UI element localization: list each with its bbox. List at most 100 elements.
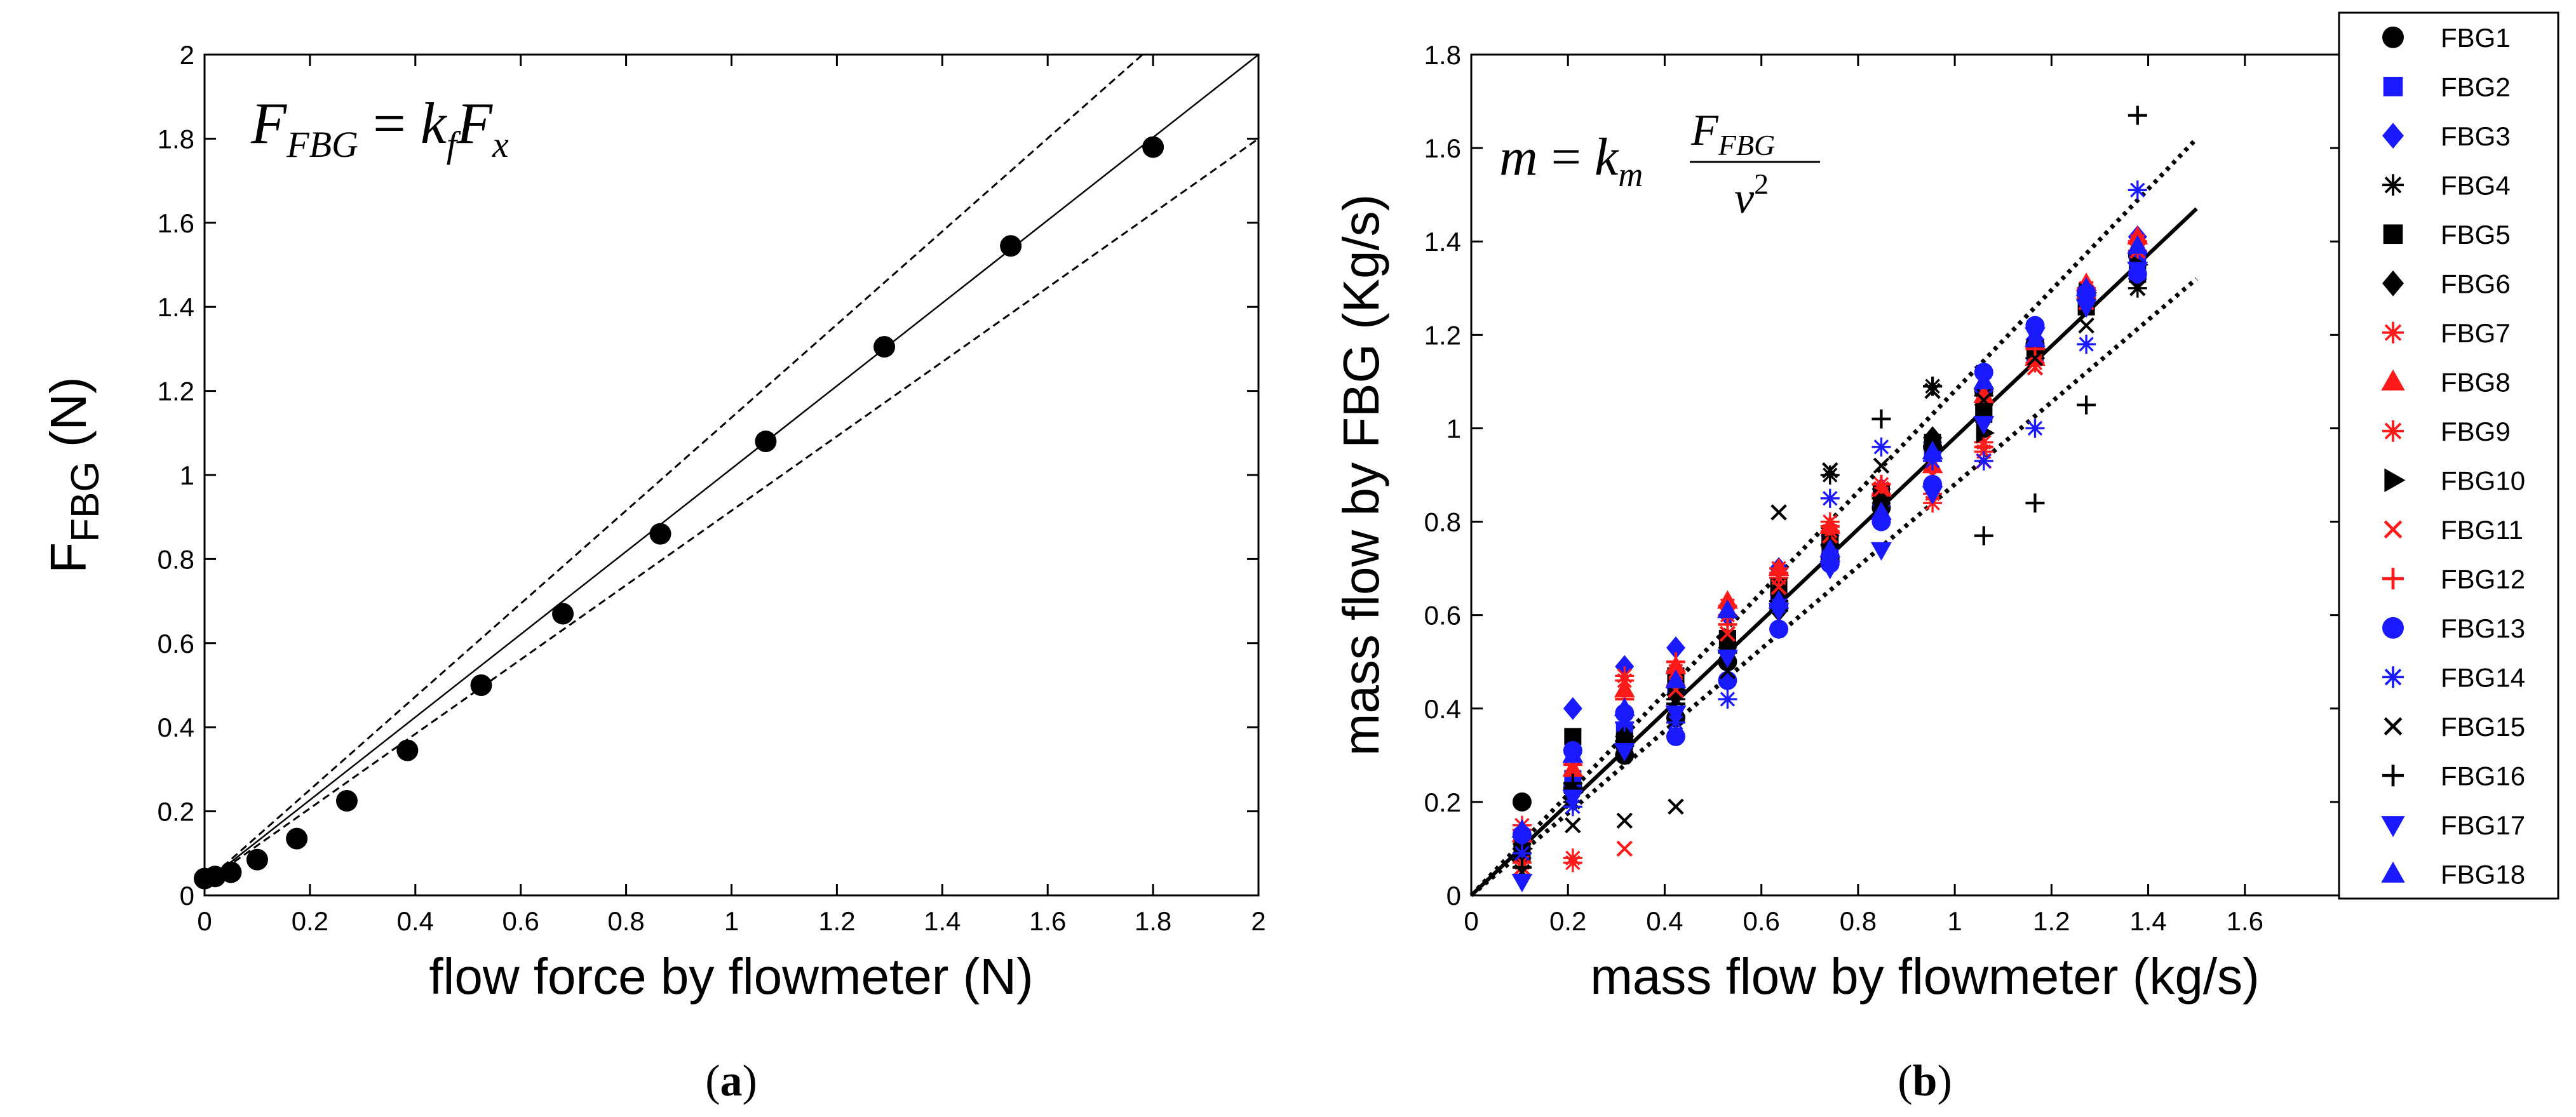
legend-label-fbg17: FBG17 — [2441, 810, 2525, 840]
chart-b-point-fbg13 — [1718, 671, 1737, 690]
chart-a-equation: FFBG = kfFx — [250, 91, 509, 165]
chart-b-xtick-label: 1.4 — [2129, 906, 2166, 936]
chart-a-ytick-label: 0.2 — [158, 797, 194, 827]
legend-marker-fbg14 — [2382, 666, 2404, 688]
chart-b-equation: m = km — [1499, 128, 1643, 194]
legend-label-fbg7: FBG7 — [2441, 318, 2511, 348]
legend-marker-fbg18 — [2381, 861, 2405, 883]
chart-a-point — [755, 431, 777, 453]
legend-marker-fbg12 — [2382, 568, 2404, 590]
chart-b-panel-label: (b) — [1898, 1057, 1952, 1106]
legend-label-fbg2: FBG2 — [2441, 72, 2511, 102]
chart-a-point — [470, 674, 492, 696]
legend-marker-fbg15 — [2384, 717, 2403, 736]
chart-b-point-fbg3 — [1563, 697, 1582, 720]
chart-b-ytick-label: 1.2 — [1424, 320, 1461, 350]
eq-a-lhs: F — [250, 91, 287, 156]
chart-b-point-fbg15 — [2078, 317, 2094, 334]
legend-marker-fbg5 — [2383, 224, 2403, 244]
chart-a-xtick-label: 2 — [1251, 906, 1265, 936]
chart-a-point — [873, 336, 896, 358]
legend-label-fbg13: FBG13 — [2441, 613, 2525, 643]
chart-b-ytick-label: 0.2 — [1424, 787, 1461, 817]
legend-marker-fbg8 — [2381, 369, 2405, 391]
chart-b-point-fbg18 — [2075, 277, 2097, 296]
legend-label-fbg6: FBG6 — [2441, 269, 2511, 298]
chart-b-point-fbg15 — [1873, 457, 1890, 474]
chart-b-point-fbg9 — [1563, 853, 1582, 873]
eq-b-den: v — [1734, 174, 1755, 223]
chart-b-xtick-label: 1.2 — [2033, 906, 2070, 936]
eq-a-k: k — [421, 91, 448, 156]
chart-a-xtick-label: 1.2 — [818, 906, 855, 936]
chart-a-ylabel-main: F — [40, 542, 97, 573]
legend-marker-fbg11 — [2384, 520, 2403, 539]
chart-b-xtick-label: 0 — [1464, 906, 1478, 936]
chart-b-point-fbg3 — [1666, 636, 1685, 660]
chart-b-ytick-label: 0 — [1446, 881, 1461, 911]
chart-b-point-fbg16 — [2128, 105, 2147, 125]
chart-b-point-fbg18 — [1716, 599, 1738, 619]
chart-b-xtick-label: 0.8 — [1840, 906, 1877, 936]
chart-b-point-fbg15 — [1976, 392, 1992, 409]
chart-b-ytick-label: 1.6 — [1424, 133, 1461, 163]
chart-b-point-fbg17 — [1716, 649, 1738, 669]
chart-b-point-fbg17 — [1922, 486, 1943, 505]
chart-b-point-fbg12 — [1769, 563, 1789, 583]
eq-b-lhs: m — [1499, 128, 1538, 187]
legend-marker-fbg10 — [2384, 468, 2406, 492]
legend-marker-fbg6 — [2382, 270, 2404, 297]
chart-b-xtick-label: 1.6 — [2227, 906, 2263, 936]
chart-b-point-fbg14 — [1871, 437, 1891, 457]
chart-b-xlabel: mass flow by flowmeter (kg/s) — [1590, 948, 2260, 1005]
legend-label-fbg15: FBG15 — [2441, 712, 2525, 742]
chart-a-point — [246, 848, 268, 871]
legend-marker-fbg4 — [2382, 174, 2404, 196]
chart-b-point-fbg17 — [1819, 561, 1841, 580]
legend-label-fbg4: FBG4 — [2441, 170, 2511, 200]
legend-label-fbg10: FBG10 — [2441, 465, 2525, 495]
legend-marker-fbg13 — [2382, 617, 2404, 639]
chart-b-point-fbg17 — [1870, 542, 1892, 561]
chart-b-xtick-label: 0.6 — [1743, 906, 1779, 936]
chart-b-point-fbg18 — [2024, 328, 2046, 347]
legend-label-fbg18: FBG18 — [2441, 859, 2525, 889]
legend-label-fbg16: FBG16 — [2441, 761, 2525, 791]
chart-b-point-fbg18 — [1562, 744, 1584, 763]
chart-b-point-fbg15 — [1668, 798, 1684, 815]
chart-b-point-fbg15 — [1616, 812, 1633, 829]
chart-b-point-fbg12 — [1718, 615, 1737, 634]
chart-b-point-fbg17 — [2075, 299, 2097, 318]
chart-b-point-fbg18 — [1922, 440, 1943, 460]
chart-b-point-fbg14 — [1615, 712, 1635, 732]
chart-a-ticks: 0 0.2 0.4 0.6 0.8 1 1.2 1.4 1.6 1.8 2 0 0.2 0.4 0.6 0.8… — [158, 40, 1266, 936]
chart-a-lower-band — [204, 138, 1259, 884]
chart-a: 0 0.2 0.4 0.6 0.8 1 1.2 1.4 1.6 1.8 2 0 0.2 0.4 0.6 0.8… — [40, 40, 1266, 1106]
legend-marker-fbg17 — [2381, 816, 2405, 838]
eq-a-lhs-sub: FBG — [286, 124, 358, 165]
legend-label-fbg11: FBG11 — [2441, 515, 2523, 545]
chart-a-xtick-label: 1 — [724, 906, 739, 936]
chart-b-point-fbg16 — [2077, 395, 2096, 415]
chart-b-legend-entries: FBG1 FBG2 FBG3 FBG4 FBG5 FBG6 FBG7 FBG8 FBG9 FBG1… — [2381, 23, 2525, 889]
chart-a-ytick-label: 1.2 — [158, 377, 194, 406]
legend-marker-fbg2 — [2383, 76, 2403, 97]
chart-a-ytick-label: 0.4 — [158, 712, 194, 742]
chart-b-point-fbg11 — [1616, 840, 1633, 857]
legend-label-fbg5: FBG5 — [2441, 220, 2511, 250]
chart-b-point-fbg18 — [1768, 590, 1790, 609]
chart-b-marks — [1469, 105, 2199, 897]
chart-b-point-fbg15 — [1565, 817, 1581, 834]
chart-b-lower-band — [1469, 277, 2198, 897]
chart-b-point-fbg9 — [1615, 671, 1635, 690]
eq-a-f-sub: x — [492, 124, 509, 165]
legend-label-fbg12: FBG12 — [2441, 564, 2525, 594]
chart-a-xtick-label: 1.8 — [1135, 906, 1171, 936]
chart-b-point-fbg18 — [2127, 235, 2148, 254]
chart-b-point-fbg14 — [2077, 335, 2096, 354]
chart-b-point-fbg16 — [2025, 493, 2045, 513]
chart-a-xtick-label: 0 — [197, 906, 212, 936]
chart-b-point-fbg14 — [1718, 690, 1737, 709]
